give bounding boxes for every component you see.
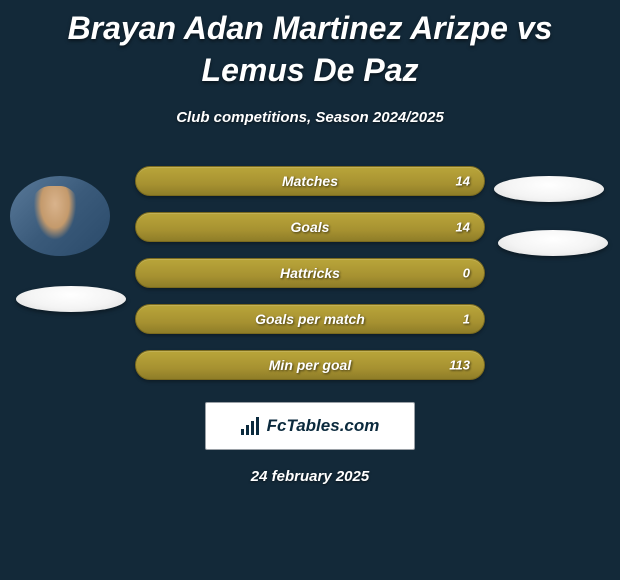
stat-value: 0 <box>463 266 470 281</box>
stat-row-matches: Matches 14 <box>135 166 485 196</box>
player-avatar-left <box>10 176 110 256</box>
stat-value: 14 <box>456 220 470 235</box>
stat-value: 14 <box>456 174 470 189</box>
subtitle: Club competitions, Season 2024/2025 <box>0 109 620 126</box>
page-title: Brayan Adan Martinez Arizpe vs Lemus De … <box>0 0 620 91</box>
stat-row-hattricks: Hattricks 0 <box>135 258 485 288</box>
blank-pill-left <box>16 286 126 312</box>
stat-value: 113 <box>449 358 470 373</box>
stat-row-goals-per-match: Goals per match 1 <box>135 304 485 334</box>
brand-text: FcTables.com <box>267 416 380 436</box>
stat-label: Matches <box>282 173 338 189</box>
stat-label: Min per goal <box>269 357 351 373</box>
stat-label: Hattricks <box>280 265 340 281</box>
date-label: 24 february 2025 <box>0 468 620 485</box>
blank-pill-right-1 <box>494 176 604 202</box>
blank-pill-right-2 <box>498 230 608 256</box>
stat-value: 1 <box>463 312 470 327</box>
stat-row-goals: Goals 14 <box>135 212 485 242</box>
stat-row-min-per-goal: Min per goal 113 <box>135 350 485 380</box>
brand-badge: FcTables.com <box>205 402 415 450</box>
bar-chart-icon <box>241 417 261 435</box>
stat-label: Goals <box>291 219 330 235</box>
stat-label: Goals per match <box>255 311 365 327</box>
